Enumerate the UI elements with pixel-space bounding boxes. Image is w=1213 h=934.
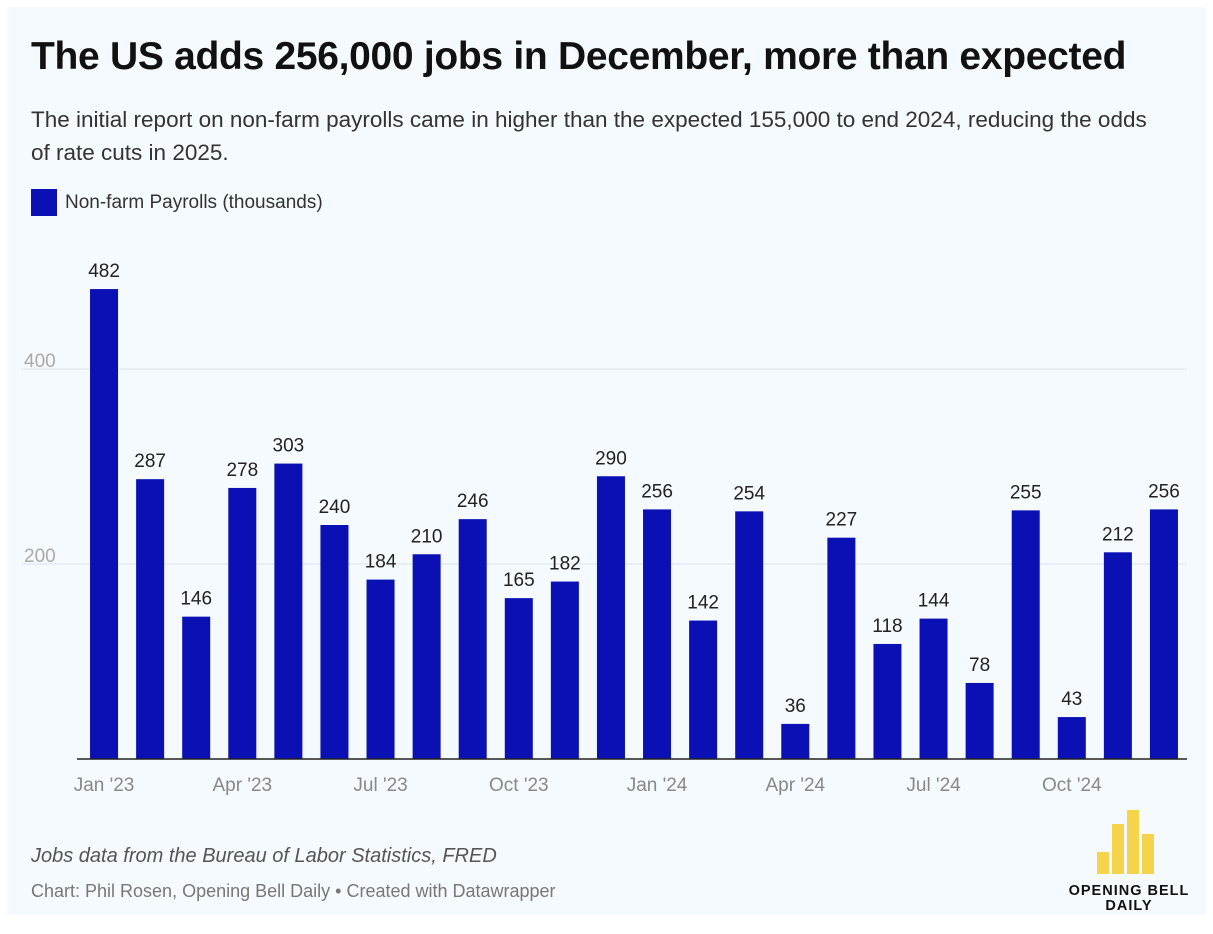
logo-bar <box>1142 834 1154 874</box>
bar <box>274 463 303 759</box>
data-label: 43 <box>1061 689 1082 710</box>
logo-line-1: OPENING BELL <box>1068 883 1190 899</box>
logo-bar <box>1112 824 1124 874</box>
x-tick-label: Jan '23 <box>74 775 135 796</box>
y-tick-label: 200 <box>24 546 56 567</box>
bar <box>873 643 902 759</box>
bar <box>735 511 764 759</box>
data-label: 144 <box>918 591 950 612</box>
data-label: 227 <box>826 510 858 531</box>
bar <box>827 537 856 759</box>
legend-label: Non-farm Payrolls (thousands) <box>65 191 323 213</box>
logo-bar <box>1097 852 1109 874</box>
bar <box>596 476 625 759</box>
data-label: 303 <box>273 436 305 457</box>
data-label: 165 <box>503 570 535 591</box>
data-label: 78 <box>969 655 990 676</box>
bar <box>1011 510 1040 759</box>
data-label: 184 <box>365 552 397 573</box>
legend: Non-farm Payrolls (thousands) <box>31 189 323 216</box>
bar <box>781 723 810 759</box>
bar-chart: 200 400 482 287 146 278 303 240 184 210 246 165 182 2… <box>21 261 1187 796</box>
data-label: 36 <box>785 696 806 717</box>
x-tick-label: Apr '24 <box>765 775 825 796</box>
data-label: 118 <box>872 616 902 637</box>
bar <box>366 579 395 759</box>
bar <box>550 581 579 759</box>
data-label: 142 <box>687 593 719 614</box>
bar <box>1149 509 1178 759</box>
source-note: Jobs data from the Bureau of Labor Stati… <box>31 845 497 867</box>
x-tick-label: Jul '24 <box>906 775 961 796</box>
data-label: 256 <box>641 481 673 502</box>
data-label: 182 <box>549 554 581 575</box>
bar <box>320 525 349 759</box>
data-label: 246 <box>457 491 489 512</box>
bar <box>1057 717 1086 759</box>
logo-text: OPENING BELL DAILY <box>1059 884 1199 914</box>
bar <box>458 519 487 759</box>
data-label: 210 <box>411 526 443 547</box>
bar <box>965 682 994 759</box>
logo-line-2: DAILY <box>1105 898 1153 914</box>
bar <box>412 554 441 759</box>
x-tick-label: Apr '23 <box>212 775 272 796</box>
chart-credit: Chart: Phil Rosen, Opening Bell Daily • … <box>31 881 556 901</box>
chart-subtitle: The initial report on non-farm payrolls … <box>31 107 1147 165</box>
chart-title: The US adds 256,000 jobs in December, mo… <box>31 35 1127 78</box>
bar <box>182 616 211 759</box>
bar <box>90 289 119 759</box>
data-label: 482 <box>88 261 120 282</box>
data-label: 146 <box>180 589 212 610</box>
legend-swatch <box>31 189 57 216</box>
y-tick-label: 400 <box>24 351 56 372</box>
data-label: 212 <box>1102 524 1134 545</box>
bar <box>919 618 948 759</box>
bar <box>504 598 533 759</box>
data-label: 240 <box>319 497 351 518</box>
data-label: 255 <box>1010 482 1042 503</box>
opening-bell-logo: OPENING BELL DAILY <box>1059 810 1199 915</box>
data-label: 256 <box>1148 481 1180 502</box>
data-label: 254 <box>733 483 765 504</box>
x-tick-label: Oct '24 <box>1042 775 1102 796</box>
data-label: 278 <box>226 460 258 481</box>
x-tick-label: Jan '24 <box>627 775 688 796</box>
data-label: 287 <box>134 451 166 472</box>
bar <box>228 487 257 759</box>
chart-card: The US adds 256,000 jobs in December, mo… <box>7 7 1206 915</box>
bell-bars-icon <box>1097 810 1154 874</box>
logo-bar <box>1127 810 1139 874</box>
bar <box>1103 552 1132 759</box>
data-label: 290 <box>595 448 627 469</box>
bar <box>136 479 165 759</box>
bar <box>643 509 672 759</box>
bar <box>689 620 718 759</box>
x-tick-label: Oct '23 <box>489 775 549 796</box>
x-tick-label: Jul '23 <box>353 775 407 796</box>
